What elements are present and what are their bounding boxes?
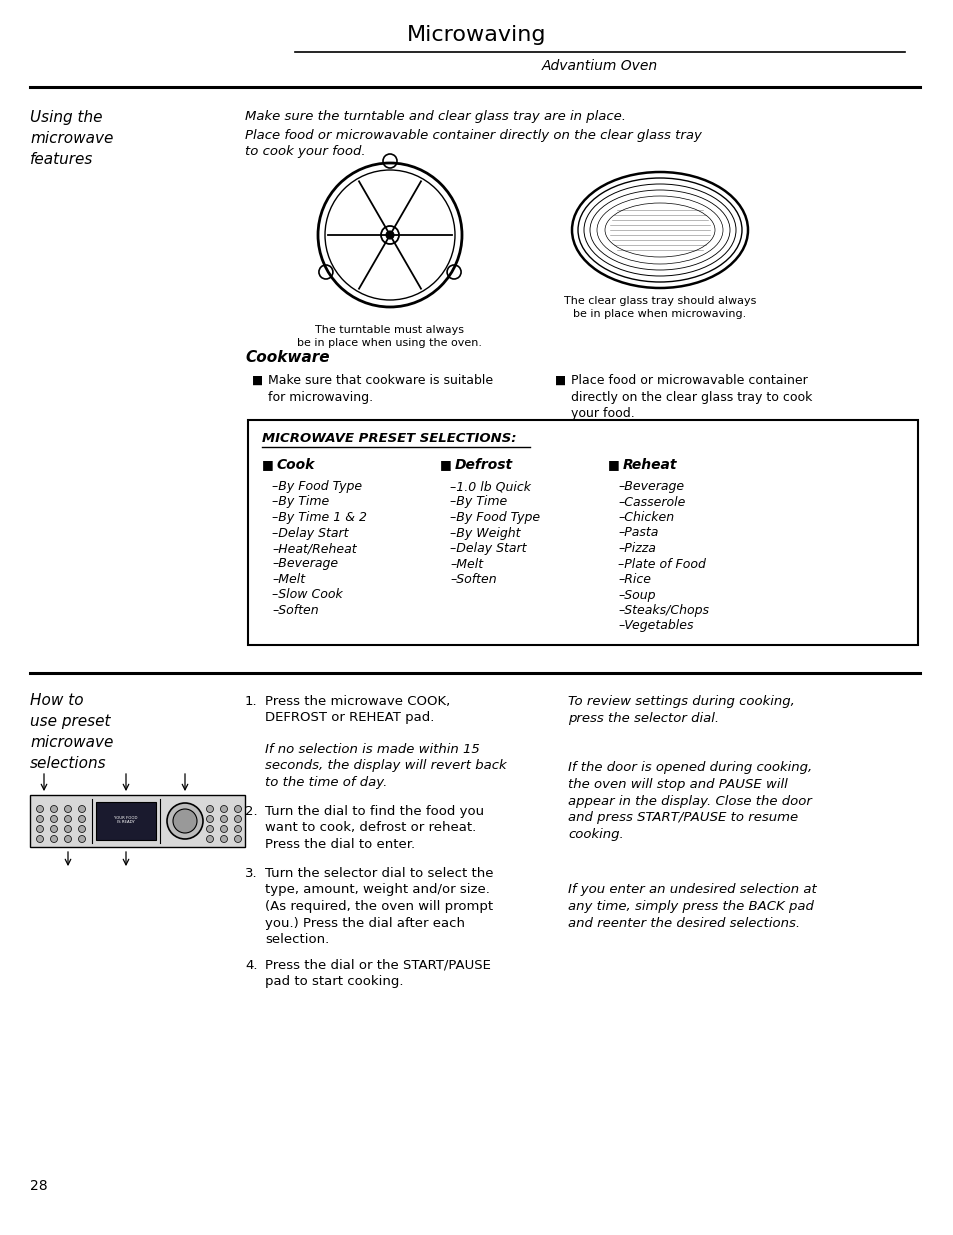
Text: MICROWAVE PRESET SELECTIONS:: MICROWAVE PRESET SELECTIONS: xyxy=(262,432,516,445)
Text: If no selection is made within 15
seconds, the display will revert back
to the t: If no selection is made within 15 second… xyxy=(265,743,506,789)
Text: –Steaks/Chops: –Steaks/Chops xyxy=(618,604,708,618)
Text: Turn the dial to find the food you
want to cook, defrost or reheat.
Press the di: Turn the dial to find the food you want … xyxy=(265,805,483,851)
Text: –Beverage: –Beverage xyxy=(272,557,337,571)
Text: Press the dial or the START/PAUSE
pad to start cooking.: Press the dial or the START/PAUSE pad to… xyxy=(265,960,491,988)
Circle shape xyxy=(206,805,213,813)
Text: –By Food Type: –By Food Type xyxy=(450,511,539,524)
Text: –By Time: –By Time xyxy=(450,495,507,509)
Text: To review settings during cooking,
press the selector dial.: To review settings during cooking, press… xyxy=(567,695,794,725)
Text: –Soften: –Soften xyxy=(272,604,318,618)
Circle shape xyxy=(172,809,196,832)
Text: Turn the selector dial to select the
type, amount, weight and/or size.
(As requi: Turn the selector dial to select the typ… xyxy=(265,867,493,946)
Text: 2.: 2. xyxy=(245,805,257,818)
Text: Reheat: Reheat xyxy=(622,458,677,472)
Text: Place food or microwavable container directly on the clear glass tray
to cook yo: Place food or microwavable container dir… xyxy=(245,128,701,158)
Circle shape xyxy=(220,805,227,813)
Text: –Slow Cook: –Slow Cook xyxy=(272,589,342,601)
Text: ■: ■ xyxy=(252,374,263,387)
Circle shape xyxy=(36,815,44,823)
Circle shape xyxy=(36,836,44,842)
Circle shape xyxy=(36,825,44,832)
Text: –Rice: –Rice xyxy=(618,573,650,585)
Bar xyxy=(248,420,917,645)
Circle shape xyxy=(78,805,86,813)
Circle shape xyxy=(65,805,71,813)
Text: be in place when using the oven.: be in place when using the oven. xyxy=(297,338,482,348)
Circle shape xyxy=(65,836,71,842)
Text: –Delay Start: –Delay Start xyxy=(450,542,526,555)
Text: Cook: Cook xyxy=(276,458,315,472)
Circle shape xyxy=(220,815,227,823)
Text: ■: ■ xyxy=(555,374,565,387)
Text: –Casserole: –Casserole xyxy=(618,495,684,509)
Circle shape xyxy=(78,825,86,832)
Circle shape xyxy=(78,836,86,842)
Circle shape xyxy=(51,836,57,842)
Text: Defrost: Defrost xyxy=(455,458,513,472)
Circle shape xyxy=(51,815,57,823)
Text: –Beverage: –Beverage xyxy=(618,480,683,493)
Text: –Soup: –Soup xyxy=(618,589,655,601)
Text: 4.: 4. xyxy=(245,960,257,972)
Text: 28: 28 xyxy=(30,1179,48,1193)
Circle shape xyxy=(65,815,71,823)
Text: Make sure the turntable and clear glass tray are in place.: Make sure the turntable and clear glass … xyxy=(245,110,625,124)
Text: –Heat/Reheat: –Heat/Reheat xyxy=(272,542,356,555)
Circle shape xyxy=(36,805,44,813)
Circle shape xyxy=(206,815,213,823)
Text: be in place when microwaving.: be in place when microwaving. xyxy=(573,309,746,319)
Text: Advantium Oven: Advantium Oven xyxy=(541,59,658,73)
Text: If the door is opened during cooking,
the oven will stop and PAUSE will
appear i: If the door is opened during cooking, th… xyxy=(567,761,811,841)
Text: –Vegetables: –Vegetables xyxy=(618,620,693,632)
Text: –Delay Start: –Delay Start xyxy=(272,526,348,540)
Text: ■: ■ xyxy=(439,458,452,471)
Text: How to
use preset
microwave
selections: How to use preset microwave selections xyxy=(30,693,113,771)
Circle shape xyxy=(220,836,227,842)
Circle shape xyxy=(206,836,213,842)
Text: –Pizza: –Pizza xyxy=(618,542,655,555)
Text: ■: ■ xyxy=(607,458,619,471)
Circle shape xyxy=(234,815,241,823)
Text: The clear glass tray should always: The clear glass tray should always xyxy=(563,296,756,306)
Text: –By Weight: –By Weight xyxy=(450,526,520,540)
Text: Make sure that cookware is suitable
for microwaving.: Make sure that cookware is suitable for … xyxy=(268,374,493,404)
Text: Microwaving: Microwaving xyxy=(407,25,546,44)
Circle shape xyxy=(386,231,394,240)
Text: –By Time 1 & 2: –By Time 1 & 2 xyxy=(272,511,367,524)
Text: ■: ■ xyxy=(262,458,274,471)
Text: Cookware: Cookware xyxy=(245,350,330,366)
Text: 1.: 1. xyxy=(245,695,257,708)
Text: YOUR FOOD
IS READY: YOUR FOOD IS READY xyxy=(114,815,137,824)
Text: Press the microwave COOK,
DEFROST or REHEAT pad.: Press the microwave COOK, DEFROST or REH… xyxy=(265,695,450,725)
Circle shape xyxy=(167,803,203,839)
Circle shape xyxy=(234,836,241,842)
Circle shape xyxy=(65,825,71,832)
Text: –Chicken: –Chicken xyxy=(618,511,674,524)
Circle shape xyxy=(78,815,86,823)
Text: –Melt: –Melt xyxy=(272,573,305,585)
Circle shape xyxy=(234,825,241,832)
Text: –1.0 lb Quick: –1.0 lb Quick xyxy=(450,480,531,493)
Text: –Soften: –Soften xyxy=(450,573,497,585)
Bar xyxy=(30,795,245,847)
Circle shape xyxy=(206,825,213,832)
Circle shape xyxy=(51,805,57,813)
Text: –Melt: –Melt xyxy=(450,557,482,571)
Bar xyxy=(96,802,156,840)
Circle shape xyxy=(220,825,227,832)
Circle shape xyxy=(234,805,241,813)
Text: –Plate of Food: –Plate of Food xyxy=(618,557,705,571)
Text: The turntable must always: The turntable must always xyxy=(315,325,464,335)
Text: –By Time: –By Time xyxy=(272,495,329,509)
Text: 3.: 3. xyxy=(245,867,257,881)
Text: Place food or microwavable container
directly on the clear glass tray to cook
yo: Place food or microwavable container dir… xyxy=(571,374,812,420)
Text: –Pasta: –Pasta xyxy=(618,526,658,540)
Text: Using the
microwave
features: Using the microwave features xyxy=(30,110,113,167)
Text: –By Food Type: –By Food Type xyxy=(272,480,362,493)
Circle shape xyxy=(51,825,57,832)
Text: If you enter an undesired selection at
any time, simply press the BACK pad
and r: If you enter an undesired selection at a… xyxy=(567,883,816,930)
